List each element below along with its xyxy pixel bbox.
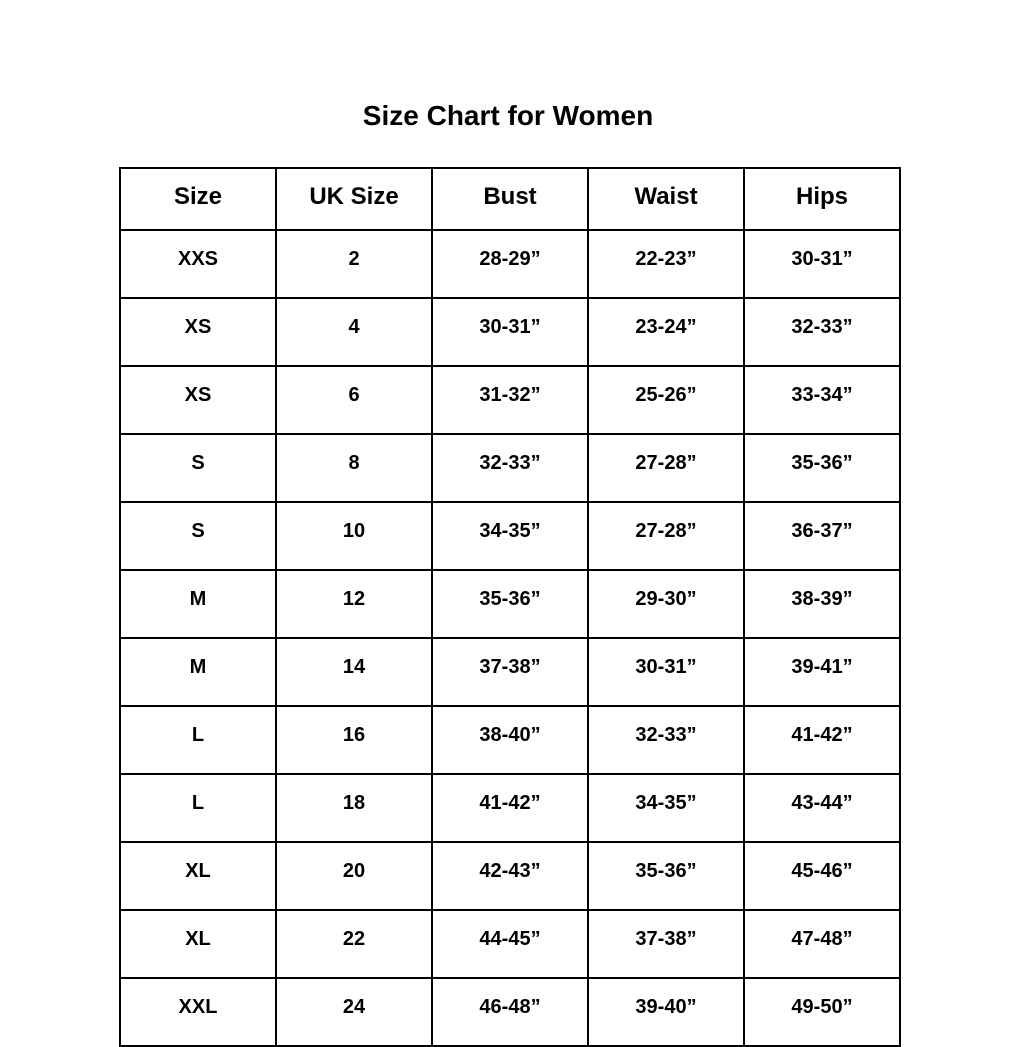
- page-title: Size Chart for Women: [362, 100, 654, 131]
- cell-waist: 30-31”: [587, 637, 745, 707]
- cell-hips: 43-44”: [743, 773, 901, 843]
- cell-size: XL: [119, 909, 277, 979]
- size-chart-table: Size UK Size Bust Waist Hips XXS 2 28-29” 2…: [119, 167, 901, 1047]
- cell-hips: 36-37”: [743, 501, 901, 571]
- cell-uk-size: 8: [275, 433, 433, 503]
- cell-uk-size: 2: [275, 229, 433, 299]
- cell-waist: 29-30”: [587, 569, 745, 639]
- cell-bust: 28-29”: [431, 229, 589, 299]
- cell-size: L: [119, 773, 277, 843]
- column-header-hips: Hips: [743, 167, 901, 231]
- table-body: XXS 2 28-29” 22-23” 30-31” XS 4 30-31” 23-24” 32-…: [119, 229, 901, 1047]
- cell-size: S: [119, 501, 277, 571]
- cell-uk-size: 4: [275, 297, 433, 367]
- cell-size: XXL: [119, 977, 277, 1047]
- cell-waist: 22-23”: [587, 229, 745, 299]
- cell-bust: 35-36”: [431, 569, 589, 639]
- cell-bust: 41-42”: [431, 773, 589, 843]
- table-row: XL 20 42-43” 35-36” 45-46”: [119, 841, 901, 911]
- cell-size: S: [119, 433, 277, 503]
- cell-hips: 33-34”: [743, 365, 901, 435]
- cell-waist: 27-28”: [587, 501, 745, 571]
- cell-bust: 31-32”: [431, 365, 589, 435]
- cell-waist: 37-38”: [587, 909, 745, 979]
- table-row: XS 4 30-31” 23-24” 32-33”: [119, 297, 901, 367]
- table-row: XL 22 44-45” 37-38” 47-48”: [119, 909, 901, 979]
- cell-bust: 37-38”: [431, 637, 589, 707]
- cell-size: XXS: [119, 229, 277, 299]
- cell-waist: 39-40”: [587, 977, 745, 1047]
- cell-uk-size: 12: [275, 569, 433, 639]
- cell-hips: 35-36”: [743, 433, 901, 503]
- cell-waist: 23-24”: [587, 297, 745, 367]
- cell-hips: 47-48”: [743, 909, 901, 979]
- table-row: S 10 34-35” 27-28” 36-37”: [119, 501, 901, 571]
- cell-hips: 30-31”: [743, 229, 901, 299]
- table-row: M 14 37-38” 30-31” 39-41”: [119, 637, 901, 707]
- cell-waist: 25-26”: [587, 365, 745, 435]
- cell-hips: 32-33”: [743, 297, 901, 367]
- cell-bust: 32-33”: [431, 433, 589, 503]
- cell-size: L: [119, 705, 277, 775]
- cell-uk-size: 14: [275, 637, 433, 707]
- table-header-row: Size UK Size Bust Waist Hips: [119, 167, 901, 231]
- column-header-bust: Bust: [431, 167, 589, 231]
- table-row: L 18 41-42” 34-35” 43-44”: [119, 773, 901, 843]
- cell-bust: 38-40”: [431, 705, 589, 775]
- cell-uk-size: 16: [275, 705, 433, 775]
- cell-uk-size: 24: [275, 977, 433, 1047]
- table-row: L 16 38-40” 32-33” 41-42”: [119, 705, 901, 775]
- cell-size: XS: [119, 365, 277, 435]
- table-row: XXL 24 46-48” 39-40” 49-50”: [119, 977, 901, 1047]
- cell-waist: 35-36”: [587, 841, 745, 911]
- cell-hips: 41-42”: [743, 705, 901, 775]
- cell-waist: 32-33”: [587, 705, 745, 775]
- table-row: XXS 2 28-29” 22-23” 30-31”: [119, 229, 901, 299]
- cell-size: XS: [119, 297, 277, 367]
- cell-uk-size: 18: [275, 773, 433, 843]
- cell-hips: 38-39”: [743, 569, 901, 639]
- column-header-waist: Waist: [587, 167, 745, 231]
- cell-size: M: [119, 637, 277, 707]
- cell-bust: 30-31”: [431, 297, 589, 367]
- cell-waist: 34-35”: [587, 773, 745, 843]
- cell-bust: 34-35”: [431, 501, 589, 571]
- cell-uk-size: 22: [275, 909, 433, 979]
- cell-size: XL: [119, 841, 277, 911]
- cell-size: M: [119, 569, 277, 639]
- column-header-uk-size: UK Size: [275, 167, 433, 231]
- table-row: S 8 32-33” 27-28” 35-36”: [119, 433, 901, 503]
- cell-uk-size: 20: [275, 841, 433, 911]
- cell-hips: 45-46”: [743, 841, 901, 911]
- table-row: M 12 35-36” 29-30” 38-39”: [119, 569, 901, 639]
- cell-uk-size: 6: [275, 365, 433, 435]
- cell-bust: 42-43”: [431, 841, 589, 911]
- column-header-size: Size: [119, 167, 277, 231]
- cell-hips: 49-50”: [743, 977, 901, 1047]
- cell-bust: 44-45”: [431, 909, 589, 979]
- cell-bust: 46-48”: [431, 977, 589, 1047]
- table-row: XS 6 31-32” 25-26” 33-34”: [119, 365, 901, 435]
- cell-uk-size: 10: [275, 501, 433, 571]
- cell-hips: 39-41”: [743, 637, 901, 707]
- cell-waist: 27-28”: [587, 433, 745, 503]
